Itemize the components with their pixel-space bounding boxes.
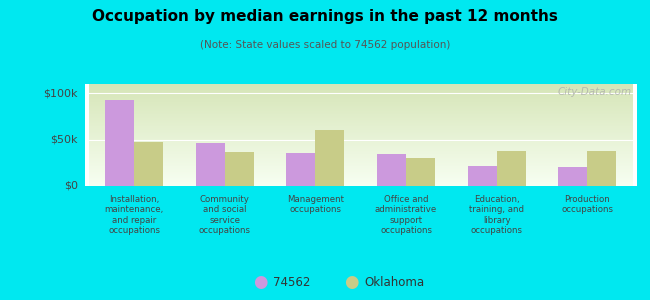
Text: $100k: $100k <box>44 88 78 98</box>
Bar <box>225 152 254 186</box>
Bar <box>406 158 435 186</box>
Text: Community
and social
service
occupations: Community and social service occupations <box>199 195 251 235</box>
Bar <box>587 151 616 186</box>
Text: Oklahoma: Oklahoma <box>364 275 424 289</box>
Text: ●: ● <box>344 273 358 291</box>
Bar <box>377 154 406 186</box>
Bar <box>287 153 315 186</box>
Text: $0: $0 <box>64 181 78 191</box>
Bar <box>558 167 587 186</box>
Text: ●: ● <box>253 273 267 291</box>
Text: Education,
training, and
library
occupations: Education, training, and library occupat… <box>469 195 524 235</box>
Bar <box>315 130 344 186</box>
Bar <box>196 143 225 186</box>
Bar <box>135 142 163 186</box>
Text: Management
occupations: Management occupations <box>287 195 344 214</box>
Text: 74562: 74562 <box>273 275 311 289</box>
Text: Office and
administrative
support
occupations: Office and administrative support occupa… <box>375 195 437 235</box>
Bar <box>497 151 526 186</box>
Text: City-Data.com: City-Data.com <box>557 87 632 97</box>
Bar <box>467 166 497 186</box>
Text: Occupation by median earnings in the past 12 months: Occupation by median earnings in the pas… <box>92 9 558 24</box>
Text: Installation,
maintenance,
and repair
occupations: Installation, maintenance, and repair oc… <box>105 195 164 235</box>
Text: (Note: State values scaled to 74562 population): (Note: State values scaled to 74562 popu… <box>200 40 450 50</box>
Text: $50k: $50k <box>51 135 78 145</box>
Text: Production
occupations: Production occupations <box>561 195 613 214</box>
Bar <box>105 100 135 186</box>
